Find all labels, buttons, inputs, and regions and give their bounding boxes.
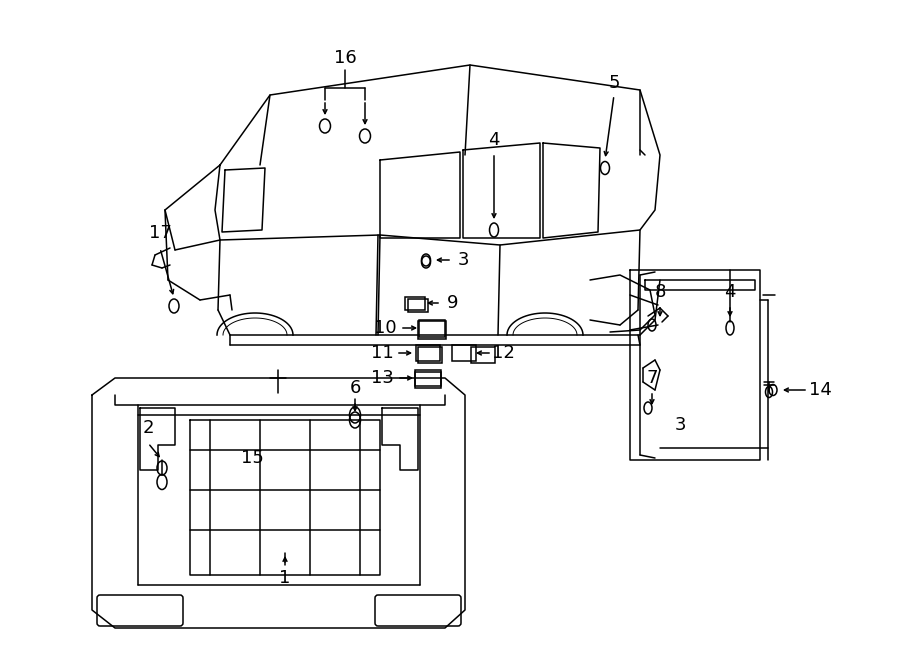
Bar <box>418 321 446 339</box>
Text: 7: 7 <box>646 369 658 387</box>
Text: 8: 8 <box>654 283 666 301</box>
Text: 3: 3 <box>674 416 686 434</box>
FancyBboxPatch shape <box>375 595 461 626</box>
Bar <box>415 370 441 386</box>
Text: 15: 15 <box>240 449 264 467</box>
Text: 13: 13 <box>371 369 393 387</box>
Text: 6: 6 <box>349 379 361 397</box>
Text: 10: 10 <box>374 319 396 337</box>
Text: 12: 12 <box>491 344 515 362</box>
Bar <box>418 347 442 363</box>
Text: 4: 4 <box>724 283 736 301</box>
Text: 2: 2 <box>142 419 154 437</box>
Text: 1: 1 <box>279 569 291 587</box>
Bar <box>416 345 440 361</box>
Text: 9: 9 <box>447 294 459 312</box>
Bar <box>452 345 476 361</box>
Bar <box>471 347 495 363</box>
Bar <box>405 297 425 309</box>
Bar <box>419 319 445 336</box>
Text: 14: 14 <box>808 381 832 399</box>
Text: 16: 16 <box>334 49 356 67</box>
Bar <box>408 299 428 311</box>
Text: 11: 11 <box>371 344 393 362</box>
Text: 4: 4 <box>488 131 500 149</box>
FancyBboxPatch shape <box>97 595 183 626</box>
Text: 5: 5 <box>608 74 620 92</box>
Text: 3: 3 <box>457 251 469 269</box>
Bar <box>415 372 441 388</box>
Text: 17: 17 <box>148 224 171 242</box>
